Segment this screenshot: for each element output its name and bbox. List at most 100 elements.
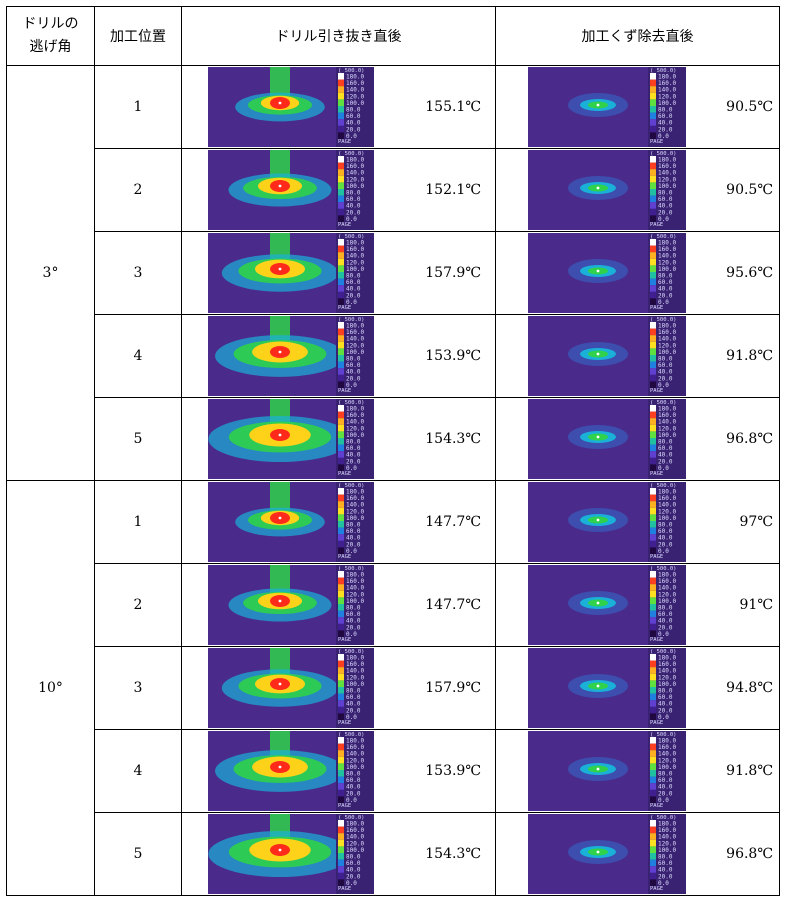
scale-tick-label: 0.0 (658, 880, 669, 887)
scale-tick-label: 120.0 (346, 342, 364, 349)
position-cell: 4 (94, 729, 182, 813)
scale-tick-label: 180.0 (346, 655, 364, 662)
scale-range-label: ( 500.0) (338, 566, 365, 572)
scale-range-label: ( 500.0) (338, 68, 365, 74)
scale-tick-label: 60.0 (658, 113, 673, 120)
scale-tick-label: 60.0 (658, 528, 673, 535)
scale-range-label: ( 500.0) (650, 483, 677, 489)
scale-tick-label: 40.0 (658, 867, 673, 874)
scale-tick-label: 160.0 (346, 661, 364, 668)
scale-tick-label: 180.0 (346, 240, 364, 247)
scale-tick-label: 20.0 (346, 873, 361, 880)
header-drill-after: ドリル引き抜き直後 (181, 6, 496, 66)
table-row: 4 ( 500.0) 180.0 160.0 140.0 120.0 100.0 80.0… (7, 314, 780, 398)
chip-thermo-cell: ( 500.0) 180.0 160.0 140.0 120.0 100.0 80.0 60… (495, 563, 780, 647)
position-cell: 3 (94, 231, 182, 315)
scale-tick-label: 100.0 (658, 349, 676, 356)
scale-tick-label: 140.0 (346, 419, 364, 426)
scale-tick-label: 20.0 (658, 541, 673, 548)
scale-tick-label: 160.0 (658, 578, 676, 585)
scale-tick-label: 80.0 (346, 854, 361, 861)
scale-range-label: ( 500.0) (338, 649, 365, 655)
scale-tick-label: 180.0 (658, 406, 676, 413)
scale-tick-label: 40.0 (346, 535, 361, 542)
scale-tick-label: 140.0 (346, 834, 364, 841)
scale-tick-label: 120.0 (346, 93, 364, 100)
scale-tick-label: 180.0 (346, 157, 364, 164)
scale-tick-label: 40.0 (346, 286, 361, 293)
thermal-image: ( 500.0) 180.0160.0140.0120.0100.080.060… (208, 648, 374, 728)
scale-tick-label: 0.0 (346, 714, 357, 721)
scale-tick-label: 20.0 (658, 707, 673, 714)
scale-tick-label: 60.0 (658, 362, 673, 369)
thermal-results-table: ドリルの 逃げ角 加工位置 ドリル引き抜き直後 加工くず除去直後 3° 1 ( 5… (6, 6, 780, 896)
scale-tick-label: 80.0 (658, 854, 673, 861)
scale-tick-label: 20.0 (658, 209, 673, 216)
angle-cell: 3° (6, 65, 95, 481)
scale-tick-label: 160.0 (346, 80, 364, 87)
scale-tick-label: 160.0 (658, 827, 676, 834)
scale-range-label: ( 500.0) (338, 815, 365, 821)
scale-tick-label: 180.0 (658, 655, 676, 662)
scale-tick-label: 140.0 (658, 87, 676, 94)
scale-range-label: ( 500.0) (650, 68, 677, 74)
scale-page-label: PAGE (650, 388, 663, 394)
scale-tick-label: 0.0 (658, 548, 669, 555)
table-row: 5 ( 500.0) 180.0 160.0 140.0 120.0 100.0 80.0… (7, 397, 780, 481)
scale-tick-label: 100.0 (658, 432, 676, 439)
drill-temperature: 157.9℃ (425, 265, 481, 281)
scale-tick-label: 160.0 (346, 827, 364, 834)
scale-tick-label: 100.0 (346, 847, 364, 854)
scale-tick-label: 120.0 (658, 840, 676, 847)
chip-temperature: 90.5℃ (726, 182, 773, 198)
chip-thermo-cell: ( 500.0) 180.0 160.0 140.0 120.0 100.0 80.0 60… (495, 314, 780, 398)
scale-tick-label: 180.0 (346, 572, 364, 579)
scale-tick-label: 20.0 (658, 624, 673, 631)
scale-tick-label: 40.0 (346, 867, 361, 874)
scale-tick-label: 0.0 (658, 797, 669, 804)
table-body: 3° 1 ( 500.0) 180.0 160.0 140.0 120.0 100.0 80… (6, 65, 780, 896)
header-chip-after: 加工くず除去直後 (495, 6, 780, 66)
scale-range-label: ( 500.0) (338, 400, 365, 406)
scale-range-label: ( 500.0) (650, 151, 677, 157)
scale-tick-label: 0.0 (346, 880, 357, 887)
scale-tick-label: 140.0 (658, 170, 676, 177)
drill-thermo-cell: ( 500.0) 180.0 160.0 140.0 120.0 100.0 80.0 60… (181, 231, 496, 315)
scale-tick-label: 20.0 (346, 292, 361, 299)
scale-page-label: PAGE (338, 222, 351, 228)
chip-thermo-cell: ( 500.0) 180.0 160.0 140.0 120.0 100.0 80.0 60… (495, 729, 780, 813)
position-cell: 1 (94, 65, 182, 149)
scale-page-label: PAGE (338, 637, 351, 643)
scale-page-label: PAGE (338, 886, 351, 892)
scale-tick-label: 160.0 (658, 329, 676, 336)
scale-tick-label: 120.0 (346, 591, 364, 598)
scale-tick-label: 20.0 (658, 458, 673, 465)
position-cell: 3 (94, 646, 182, 730)
angle-cell: 10° (6, 480, 95, 896)
scale-tick-label: 120.0 (346, 425, 364, 432)
scale-tick-label: 120.0 (658, 674, 676, 681)
header-angle-line1: ドリルの (22, 16, 79, 32)
scale-tick-label: 0.0 (658, 133, 669, 140)
scale-tick-label: 100.0 (658, 183, 676, 190)
scale-tick-label: 180.0 (658, 240, 676, 247)
table-row: 2 ( 500.0) 180.0 160.0 140.0 120.0 100.0 80.0… (7, 148, 780, 232)
scale-tick-label: 0.0 (346, 133, 357, 140)
scale-tick-label: 180.0 (346, 74, 364, 81)
scale-tick-label: 0.0 (346, 797, 357, 804)
scale-tick-label: 100.0 (346, 764, 364, 771)
scale-tick-label: 140.0 (658, 585, 676, 592)
scale-tick-label: 40.0 (346, 784, 361, 791)
scale-tick-label: 100.0 (346, 183, 364, 190)
scale-tick-label: 0.0 (658, 216, 669, 223)
scale-range-label: ( 500.0) (650, 732, 677, 738)
scale-tick-label: 120.0 (658, 757, 676, 764)
drill-temperature: 153.9℃ (425, 348, 481, 364)
scale-tick-label: 20.0 (346, 707, 361, 714)
scale-tick-label: 100.0 (346, 681, 364, 688)
scale-tick-label: 140.0 (658, 253, 676, 260)
scale-tick-label: 60.0 (346, 445, 361, 452)
scale-tick-label: 120.0 (346, 259, 364, 266)
scale-tick-label: 0.0 (346, 631, 357, 638)
header-position: 加工位置 (94, 6, 182, 66)
